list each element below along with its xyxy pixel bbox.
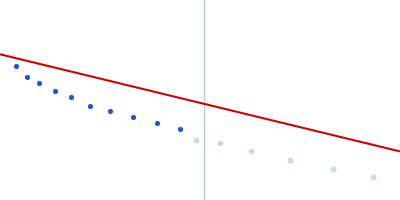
- Point: [87, 104, 93, 107]
- Point: [216, 141, 223, 144]
- Point: [248, 150, 254, 153]
- Point: [369, 176, 376, 179]
- Point: [36, 81, 42, 84]
- Point: [107, 110, 113, 113]
- Point: [287, 158, 293, 162]
- Point: [52, 90, 58, 93]
- Point: [177, 127, 184, 130]
- Point: [24, 76, 31, 79]
- Point: [130, 116, 136, 119]
- Point: [67, 96, 74, 99]
- Point: [193, 138, 199, 142]
- Point: [12, 64, 19, 67]
- Point: [330, 167, 336, 170]
- Point: [154, 121, 160, 124]
